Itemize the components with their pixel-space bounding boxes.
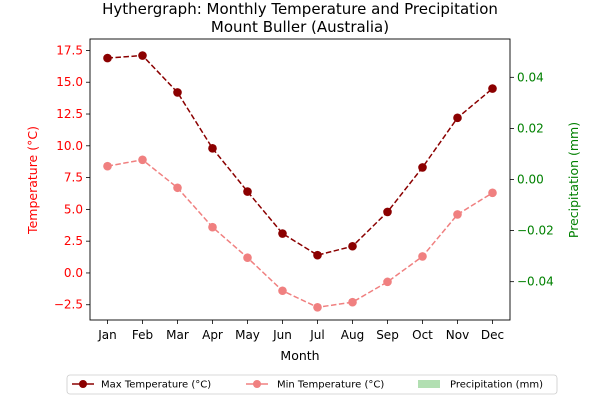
x-tick-label: Sep bbox=[376, 328, 399, 342]
legend-marker-max-temperature bbox=[79, 380, 87, 388]
legend-label-max-temperature: Max Temperature (°C) bbox=[101, 380, 211, 391]
legend-item-max-temperature: Max Temperature (°C) bbox=[72, 380, 211, 391]
max-temperature-point bbox=[313, 250, 322, 260]
legend-item-precipitation: Precipitation (mm) bbox=[418, 380, 543, 391]
y-axis-left-label: Temperature (°C) bbox=[25, 126, 40, 235]
legend-label-min-temperature: Min Temperature (°C) bbox=[277, 380, 384, 391]
y-left-tick-label: 12.5 bbox=[56, 107, 83, 121]
y-left-tick-label: −2.5 bbox=[54, 298, 83, 312]
x-tick-label: Nov bbox=[446, 328, 469, 342]
y-left-tick-label: 2.5 bbox=[64, 234, 83, 248]
x-tick-label: Oct bbox=[412, 328, 433, 342]
min-temperature-point bbox=[103, 161, 112, 171]
x-axis-label: Month bbox=[280, 348, 319, 363]
min-temperature-line bbox=[107, 158, 493, 309]
y-left-tick-label: 0.0 bbox=[64, 266, 83, 280]
plot-frame bbox=[89, 38, 511, 321]
y-left-tick-label: 17.5 bbox=[56, 43, 83, 57]
y-right-tick-label: 0.02 bbox=[517, 121, 544, 135]
min-temperature-point bbox=[243, 253, 252, 262]
max-temperature-point bbox=[348, 241, 357, 251]
chart-subtitle: Mount Buller (Australia) bbox=[211, 18, 389, 36]
min-temperature-point bbox=[138, 155, 147, 165]
min-temperature-point bbox=[488, 188, 497, 198]
x-tick-label: Jun bbox=[272, 328, 292, 342]
x-tick-label: Aug bbox=[341, 328, 364, 342]
max-temperature-point bbox=[453, 113, 462, 123]
max-temperature-point bbox=[418, 163, 427, 172]
max-temperature-line bbox=[107, 54, 493, 256]
y-left-tick-label: 15.0 bbox=[56, 75, 83, 89]
x-tick-label: Apr bbox=[202, 328, 223, 342]
min-temperature-point bbox=[383, 277, 392, 287]
max-temperature-point bbox=[488, 84, 497, 93]
legend-frame bbox=[66, 374, 558, 395]
legend: Max Temperature (°C) Min Temperature (°C… bbox=[66, 374, 558, 395]
max-temperature-point bbox=[383, 207, 392, 217]
min-temperature-point bbox=[348, 297, 357, 307]
x-tick-label: May bbox=[235, 328, 260, 342]
y-axis-right-label: Precipitation (mm) bbox=[566, 122, 581, 238]
min-temperature-point bbox=[313, 302, 322, 312]
max-temperature-point bbox=[138, 51, 147, 60]
x-tick-label: Mar bbox=[166, 328, 189, 342]
max-temperature-point bbox=[103, 53, 112, 63]
min-temperature-point bbox=[173, 183, 182, 193]
y-left-tick-label: 7.5 bbox=[64, 171, 83, 185]
chart-title: Hythergraph: Monthly Temperature and Pre… bbox=[102, 0, 498, 18]
y-left-tick-label: 5.0 bbox=[64, 202, 83, 216]
max-temperature-point bbox=[243, 187, 252, 196]
x-tick-label: Dec bbox=[481, 328, 504, 342]
y-right-tick-label: 0.04 bbox=[517, 70, 544, 84]
x-tick-label: Feb bbox=[132, 328, 153, 342]
y-left-tick-label: 10.0 bbox=[56, 139, 83, 153]
max-temperature-point bbox=[278, 229, 287, 238]
y-right-tick-label: 0.00 bbox=[517, 173, 544, 187]
max-temperature-point bbox=[173, 88, 182, 97]
min-temperature-point bbox=[453, 210, 462, 219]
y-right-tick-label: −0.04 bbox=[517, 275, 554, 289]
legend-swatch-precipitation bbox=[418, 380, 440, 388]
legend-label-precipitation: Precipitation (mm) bbox=[450, 380, 543, 391]
x-tick-label: Jul bbox=[309, 328, 324, 342]
y-right-tick-label: −0.02 bbox=[517, 224, 554, 238]
min-temperature-point bbox=[208, 222, 217, 232]
legend-item-min-temperature: Min Temperature (°C) bbox=[246, 380, 384, 391]
plot-area: −2.5 0.0 2.5 5.0 7.5 10.0 12.5 15.0 17.5 −0.04 −0.… bbox=[54, 38, 554, 342]
legend-marker-min-temperature bbox=[253, 380, 261, 388]
min-temperature-point bbox=[418, 252, 427, 261]
min-temperature-point bbox=[278, 286, 287, 296]
x-tick-label: Jan bbox=[97, 328, 117, 342]
max-temperature-point bbox=[208, 144, 217, 153]
